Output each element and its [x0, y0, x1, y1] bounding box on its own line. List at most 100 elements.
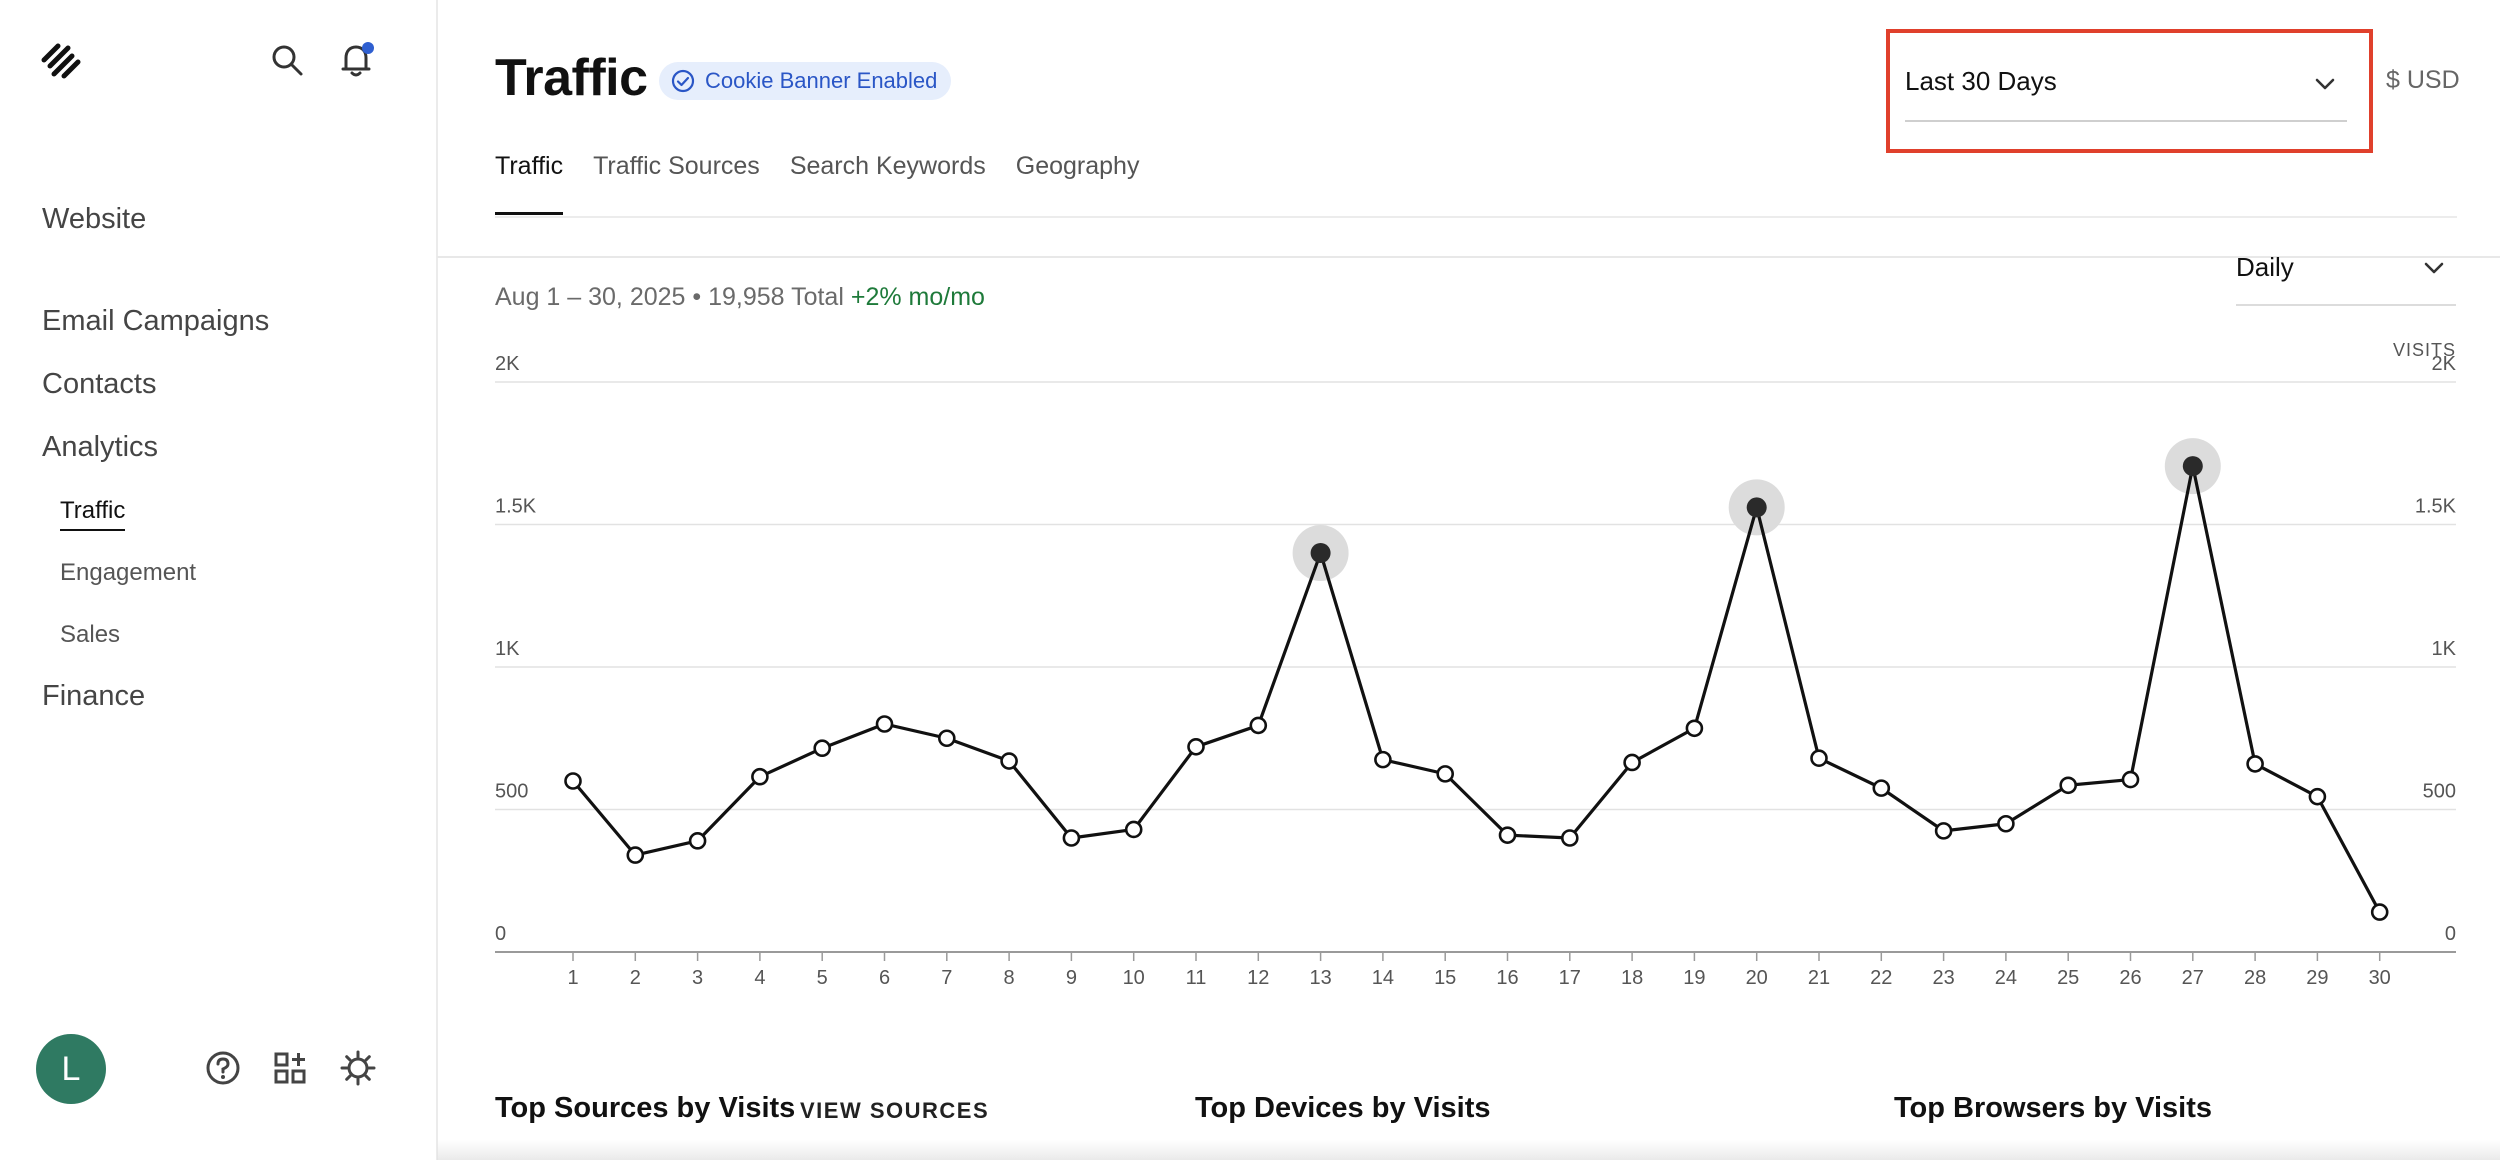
- data-point[interactable]: [1685, 719, 1704, 738]
- date-range-value: Last 30 Days: [1905, 66, 2057, 96]
- data-point[interactable]: [564, 772, 582, 790]
- y-tick-label-right: 2K: [2432, 353, 2457, 375]
- granularity-select[interactable]: Daily: [2236, 246, 2456, 306]
- y-tick-label-right: 500: [2423, 781, 2456, 803]
- data-point[interactable]: [2182, 456, 2203, 477]
- data-point[interactable]: [1062, 829, 1081, 847]
- nav-email-campaigns[interactable]: Email Campaigns: [42, 305, 270, 337]
- x-tick-label: 28: [2244, 967, 2266, 989]
- nav-analytics[interactable]: Analytics: [42, 431, 159, 463]
- data-point[interactable]: [813, 739, 832, 758]
- x-tick-label: 5: [817, 967, 828, 989]
- logo-icon[interactable]: [38, 40, 84, 82]
- cookie-banner-badge[interactable]: Cookie Banner Enabled: [659, 62, 952, 100]
- data-point[interactable]: [1000, 752, 1018, 770]
- nav-finance[interactable]: Finance: [42, 680, 146, 712]
- x-tick-label: 30: [2369, 967, 2391, 989]
- nav-sales[interactable]: Sales: [60, 621, 121, 648]
- nav-contacts[interactable]: Contacts: [42, 368, 157, 400]
- data-point[interactable]: [1498, 826, 1517, 844]
- nav-traffic[interactable]: Traffic: [60, 497, 126, 531]
- data-point[interactable]: [626, 846, 645, 864]
- apps-icon[interactable]: [270, 1048, 310, 1088]
- data-point[interactable]: [1310, 543, 1331, 563]
- tab-geography[interactable]: Geography: [1015, 152, 1140, 180]
- y-tick-label-left: 500: [495, 781, 528, 803]
- data-point[interactable]: [688, 832, 707, 850]
- bell-icon[interactable]: [337, 40, 377, 80]
- series-line: [571, 464, 2382, 913]
- x-tick-label: 18: [1621, 967, 1643, 989]
- chevron-down-icon: [2311, 70, 2339, 103]
- y-tick-label-right: 0: [2445, 923, 2456, 945]
- currency-label[interactable]: $ USD: [2386, 66, 2460, 94]
- x-tick-label: 20: [1746, 967, 1768, 989]
- help-icon[interactable]: [203, 1048, 243, 1088]
- nav-website[interactable]: Website: [42, 203, 147, 235]
- y-tick-label-left: 1.5K: [495, 496, 537, 518]
- x-tick-label: 26: [2119, 967, 2141, 989]
- x-tick-label: 23: [1932, 967, 1954, 989]
- data-point[interactable]: [2308, 787, 2327, 806]
- avatar[interactable]: L: [36, 1034, 106, 1104]
- y-tick-label-right: 1.5K: [2415, 496, 2457, 518]
- data-point[interactable]: [2059, 776, 2077, 795]
- x-tick-label: 7: [941, 967, 952, 989]
- x-tick-label: 17: [1559, 967, 1581, 989]
- summary-range: Aug 1 – 30, 2025: [495, 283, 686, 311]
- badge-label: Cookie Banner Enabled: [705, 68, 938, 93]
- data-point[interactable]: [1187, 737, 1205, 756]
- top-browsers-title: Top Browsers by Visits: [1894, 1092, 2213, 1124]
- tab-search-keywords[interactable]: Search Keywords: [789, 152, 986, 180]
- data-point[interactable]: [2121, 770, 2140, 789]
- data-point[interactable]: [937, 729, 956, 748]
- tabs-divider: [495, 216, 2457, 218]
- tab-traffic[interactable]: Traffic: [495, 152, 564, 215]
- gear-icon[interactable]: [338, 1048, 378, 1088]
- search-icon[interactable]: [267, 40, 307, 80]
- data-point[interactable]: [1249, 716, 1268, 735]
- data-point[interactable]: [1124, 820, 1143, 839]
- data-point[interactable]: [1997, 814, 2015, 833]
- scroll-fade: [437, 1140, 2500, 1160]
- data-point[interactable]: [2370, 903, 2389, 921]
- data-point[interactable]: [1436, 765, 1454, 783]
- date-range-select[interactable]: Last 30 Days: [1905, 64, 2347, 122]
- data-point[interactable]: [1934, 822, 1953, 840]
- x-tick-label: 16: [1496, 967, 1518, 989]
- top-devices-title: Top Devices by Visits: [1195, 1092, 1491, 1124]
- x-tick-label: 3: [692, 967, 703, 989]
- data-point[interactable]: [1872, 779, 1891, 797]
- x-tick-label: 22: [1870, 967, 1892, 989]
- data-point[interactable]: [1810, 749, 1828, 768]
- summary-total: 19,958 Total: [708, 283, 844, 311]
- page-title: Traffic: [495, 49, 648, 107]
- x-tick-label: 6: [879, 967, 890, 989]
- chevron-down-icon: [2420, 254, 2448, 287]
- summary-delta: +2% mo/mo: [850, 283, 985, 311]
- sidebar: Website Email Campaigns Contacts Analyti…: [0, 0, 438, 1160]
- traffic-summary: Aug 1 – 30, 2025 • 19,958 Total +2% mo/m…: [495, 283, 985, 312]
- x-tick-label: 29: [2306, 967, 2328, 989]
- view-sources-link[interactable]: VIEW SOURCES: [800, 1098, 990, 1123]
- unit-label: VISITS: [2393, 340, 2456, 360]
- x-tick-label: 19: [1683, 967, 1705, 989]
- x-tick-label: 12: [1247, 967, 1269, 989]
- data-point[interactable]: [875, 715, 894, 733]
- data-point[interactable]: [2246, 755, 2264, 773]
- tab-traffic-sources[interactable]: Traffic Sources: [593, 152, 760, 180]
- granularity-value: Daily: [2236, 252, 2294, 282]
- data-point[interactable]: [751, 767, 769, 786]
- header-divider: [437, 256, 2500, 258]
- data-point[interactable]: [1623, 753, 1641, 772]
- x-tick-label: 11: [1186, 967, 1207, 989]
- x-tick-label: 9: [1066, 967, 1077, 989]
- data-point[interactable]: [1746, 497, 1767, 518]
- y-tick-label-right: 1K: [2432, 638, 2457, 660]
- data-point[interactable]: [1561, 829, 1579, 847]
- x-tick-label: 13: [1309, 967, 1331, 989]
- data-point[interactable]: [1374, 750, 1392, 769]
- nav-engagement[interactable]: Engagement: [60, 559, 197, 586]
- x-tick-label: 8: [1004, 967, 1015, 989]
